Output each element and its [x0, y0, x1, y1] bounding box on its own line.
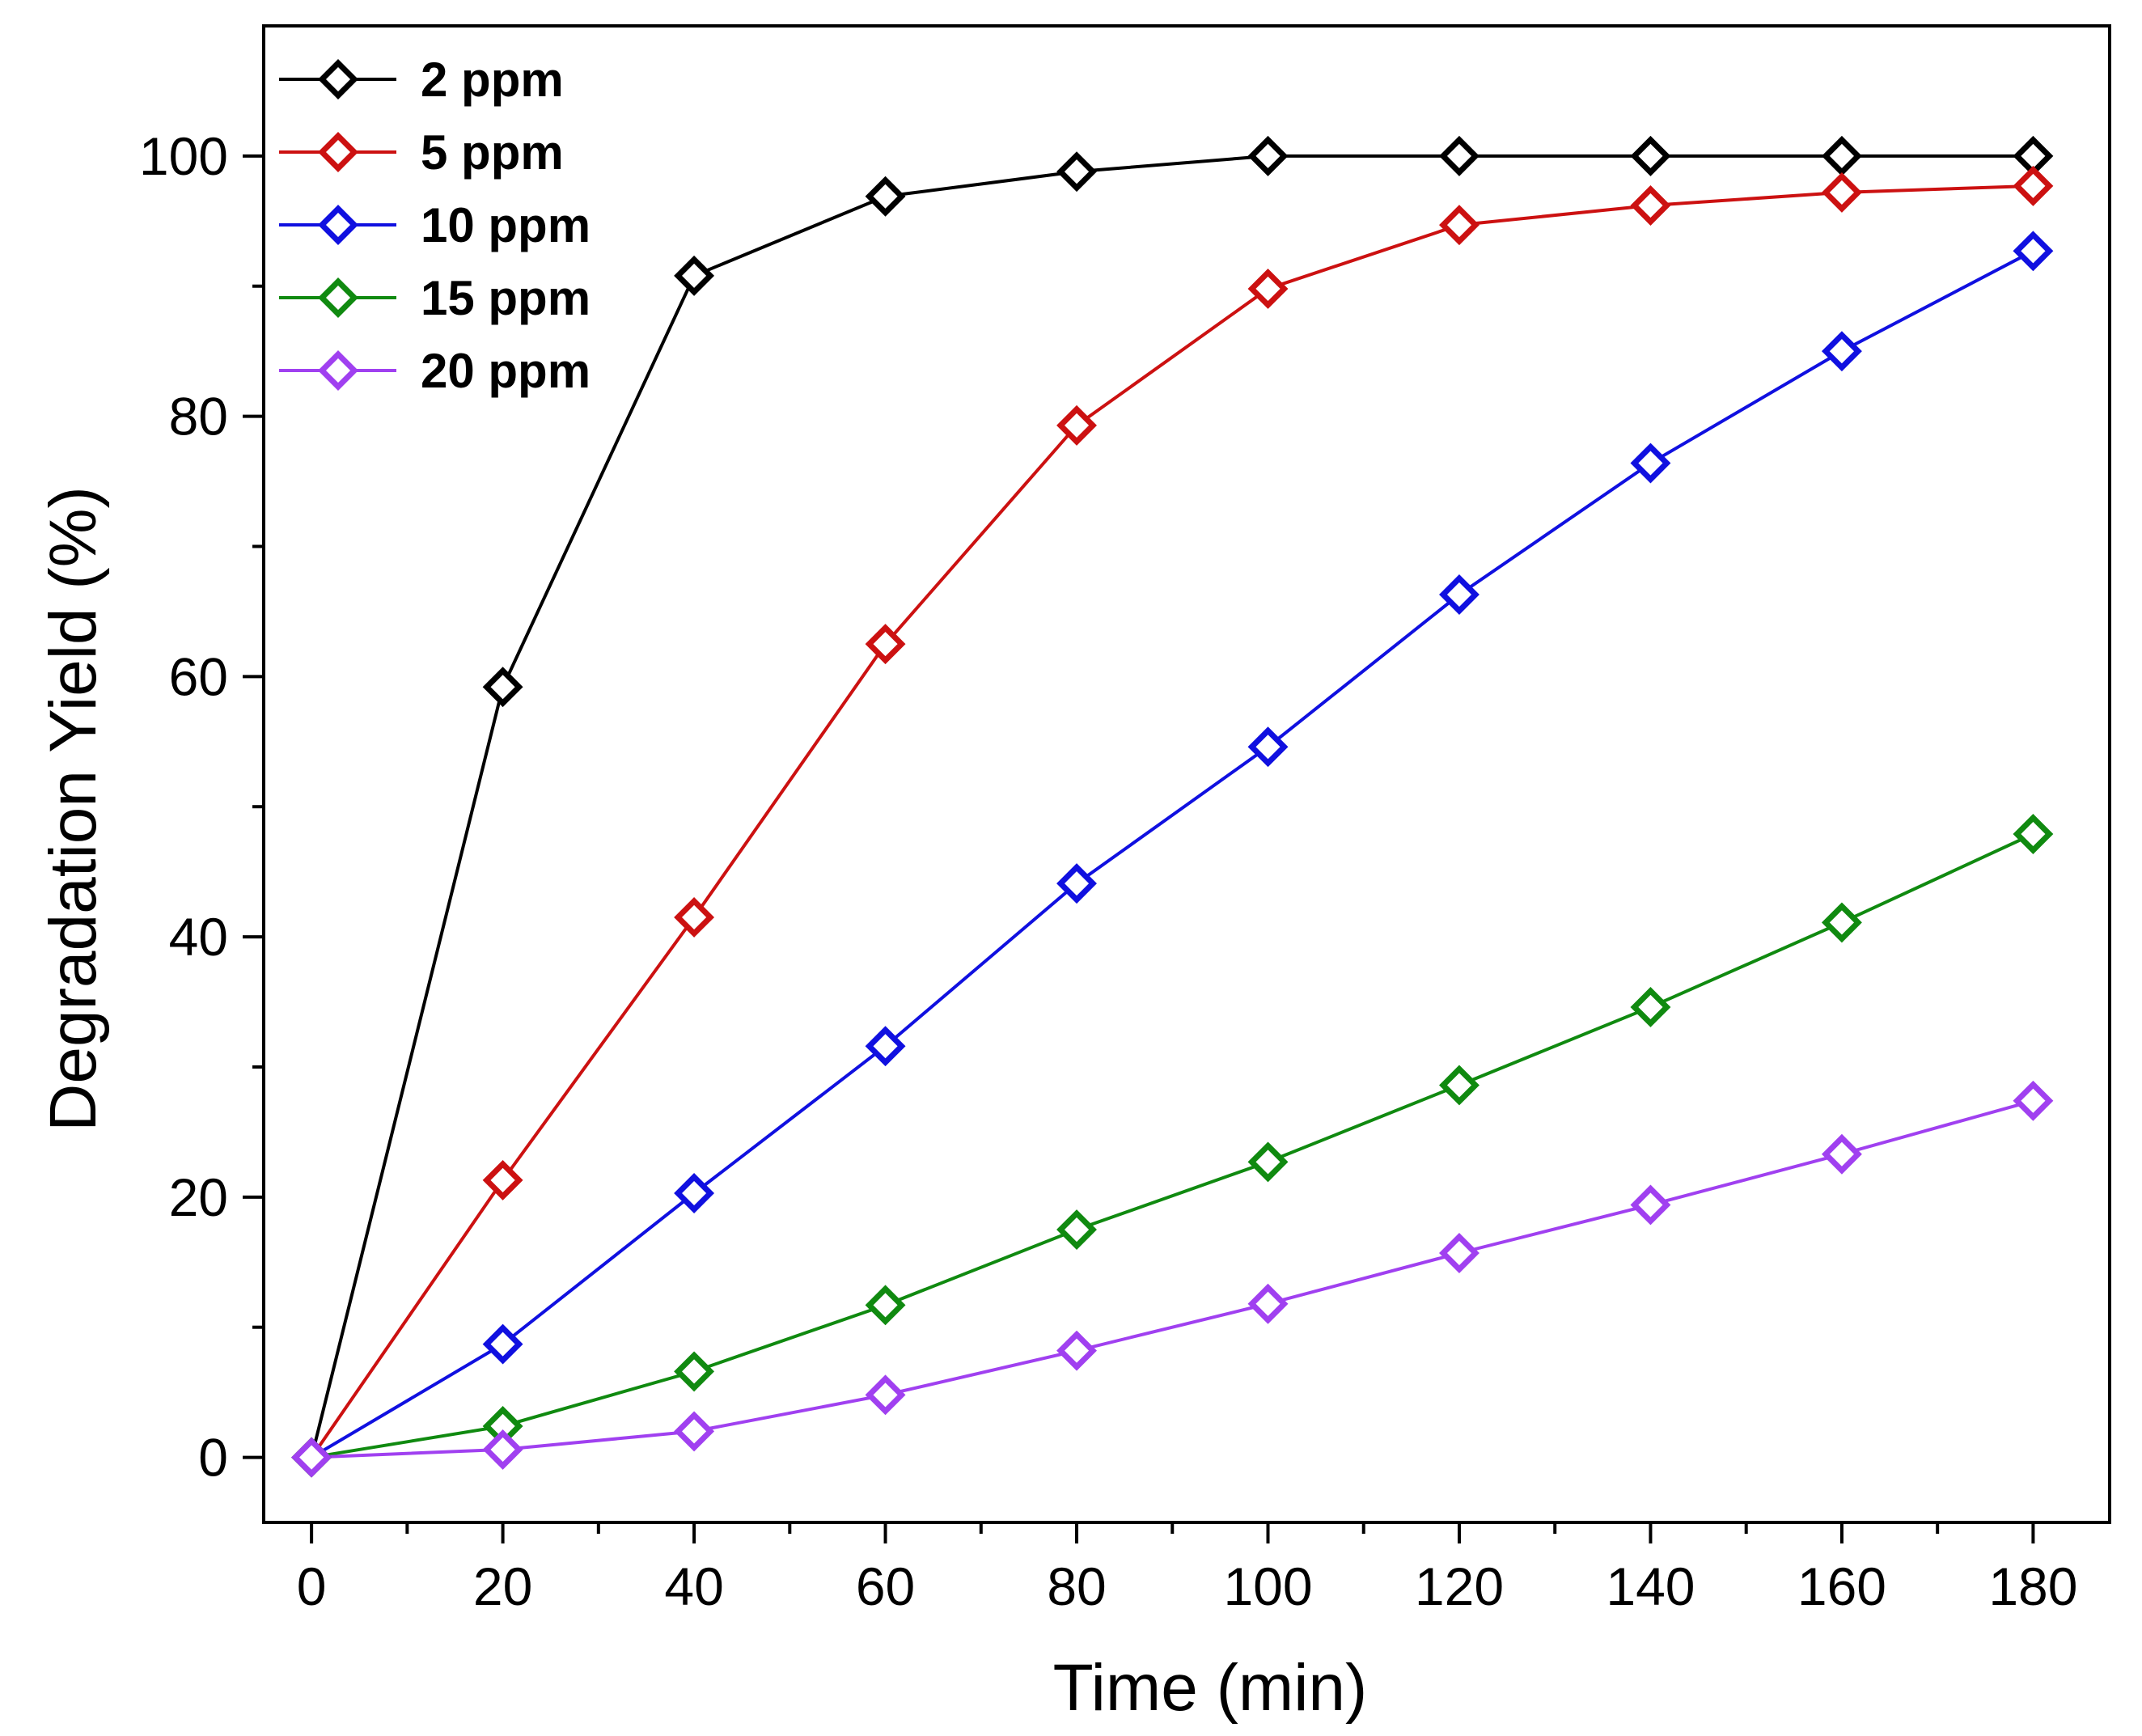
data-point: [1056, 151, 1097, 193]
data-point: [1247, 726, 1289, 768]
x-tick-label: 120: [1415, 1556, 1504, 1616]
data-point: [1821, 902, 1862, 943]
legend-label: 15 ppm: [421, 271, 591, 325]
data-point: [1630, 185, 1671, 226]
series-line: [311, 1099, 2034, 1459]
series-line: [311, 832, 2034, 1459]
data-point: [1630, 135, 1671, 176]
data-point: [1056, 1209, 1097, 1250]
x-tick-label: 160: [1797, 1556, 1886, 1616]
x-axis-title: Time (min): [1053, 1651, 1368, 1725]
data-point: [1247, 1283, 1289, 1324]
x-tick-label: 60: [856, 1556, 915, 1616]
data-point: [674, 1411, 715, 1452]
data-point: [1821, 331, 1862, 372]
x-tick-label: 40: [664, 1556, 723, 1616]
y-axis-title: Degradation Yield (%): [36, 486, 110, 1132]
data-point: [1439, 135, 1480, 176]
data-point: [1821, 1133, 1862, 1175]
data-point: [2013, 231, 2054, 272]
legend: 2 ppm 5 ppm 10 ppm 15 ppm 20 ppm: [279, 53, 591, 398]
data-point: [1056, 404, 1097, 446]
data-point: [865, 1374, 906, 1416]
x-tick-label: 80: [1047, 1556, 1106, 1616]
legend-marker: [318, 205, 358, 245]
data-point: [1439, 205, 1480, 246]
data-point: [865, 176, 906, 217]
data-point: [1056, 863, 1097, 904]
y-tick-label: 40: [169, 907, 228, 967]
data-point: [482, 1323, 523, 1365]
series-line: [310, 154, 2034, 1459]
data-point: [1821, 171, 1862, 213]
data-point: [674, 255, 715, 296]
data-point: [865, 1285, 906, 1326]
legend-marker: [318, 132, 358, 172]
y-tick-label: 100: [139, 126, 228, 186]
data-point: [1439, 1233, 1480, 1273]
data-point: [1630, 442, 1671, 484]
legend-label: 10 ppm: [421, 198, 591, 252]
data-point: [674, 1351, 715, 1392]
data-point: [1630, 1184, 1671, 1226]
x-tick-label: 140: [1606, 1556, 1695, 1616]
data-point: [865, 1026, 906, 1067]
data-point: [1247, 1141, 1289, 1183]
legend-marker: [318, 350, 358, 391]
legend-label: 20 ppm: [421, 344, 591, 398]
series-line: [310, 184, 2034, 1459]
legend-label: 5 ppm: [421, 125, 564, 180]
data-point: [1056, 1330, 1097, 1371]
data-point: [1630, 987, 1671, 1027]
data-point: [1821, 135, 1862, 176]
x-tick-label: 100: [1223, 1556, 1312, 1616]
y-tick-label: 60: [169, 646, 228, 706]
legend-marker: [318, 277, 358, 318]
y-tick-label: 80: [169, 387, 228, 447]
data-point: [674, 1173, 715, 1213]
data-point: [2013, 1080, 2054, 1121]
legend-label: 2 ppm: [421, 53, 564, 107]
plot-frame: [262, 24, 2111, 1524]
x-tick-label: 180: [1988, 1556, 2077, 1616]
data-point: [1439, 1065, 1480, 1106]
data-point: [482, 1429, 523, 1470]
y-tick-label: 20: [169, 1167, 228, 1227]
plot-area: [291, 135, 2054, 1478]
data-point: [1247, 135, 1289, 176]
axes: 0 20 40 60 80 100 120 140 160 180 0 20 40 60 80 100: [139, 24, 2111, 1616]
data-point: [2013, 165, 2054, 206]
x-tick-label: 0: [297, 1556, 327, 1616]
data-point: [291, 1437, 332, 1478]
data-point: [482, 667, 523, 708]
data-point: [1439, 574, 1480, 615]
data-point: [865, 624, 906, 665]
data-point: [2013, 814, 2054, 854]
data-point: [674, 897, 715, 938]
series-line: [311, 249, 2034, 1459]
data-point: [482, 1159, 523, 1200]
y-tick-label: 0: [198, 1428, 228, 1488]
data-point: [1247, 269, 1289, 309]
legend-marker: [318, 59, 358, 100]
x-tick-label: 20: [473, 1556, 532, 1616]
